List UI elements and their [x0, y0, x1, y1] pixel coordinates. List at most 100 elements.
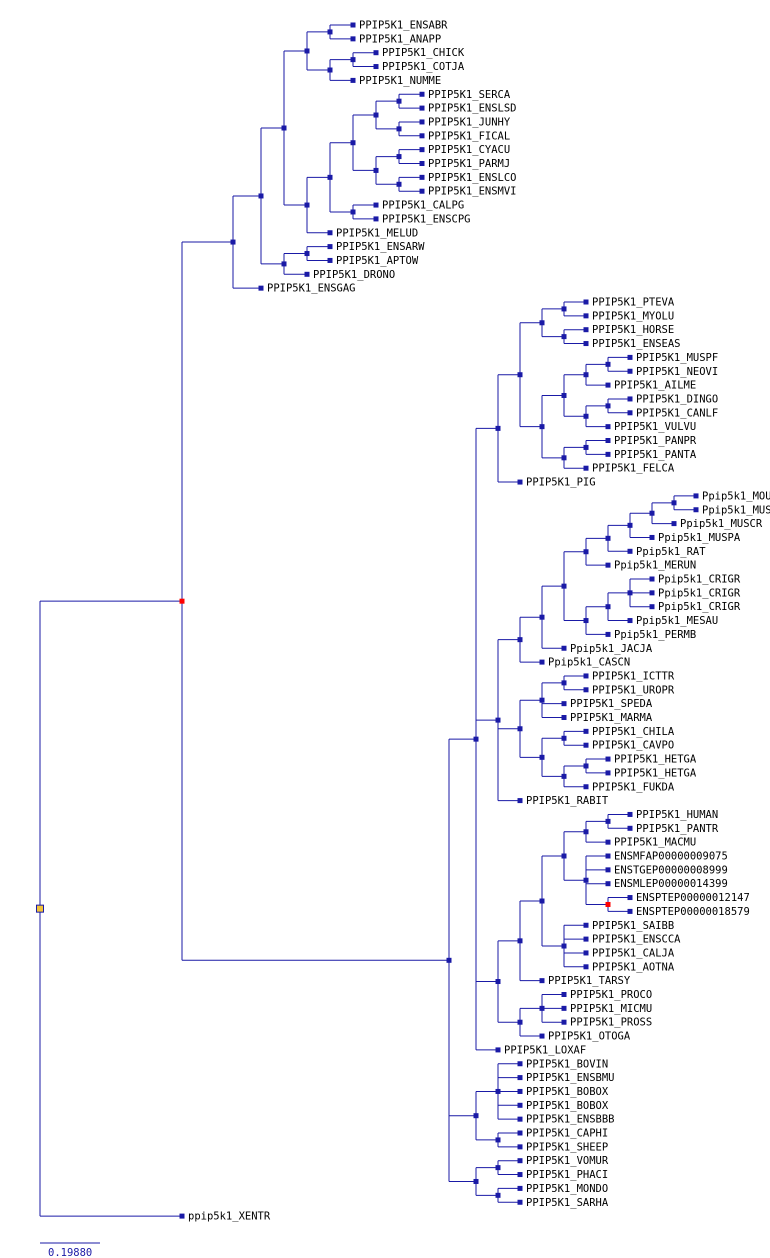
leaf-node[interactable] — [605, 562, 611, 568]
leaf-label[interactable]: ENSPTEP00000012147 — [636, 892, 750, 904]
root-node[interactable] — [36, 904, 44, 913]
leaf-node[interactable] — [517, 1158, 523, 1164]
leaf-node[interactable] — [517, 1102, 523, 1108]
leaf-label[interactable]: PPIP5K1_PANPR — [614, 435, 697, 447]
leaf-label[interactable]: PPIP5K1_MUSPF — [636, 352, 718, 364]
leaf-label[interactable]: Ppip5k1_JACJA — [570, 643, 653, 655]
internal-node[interactable] — [605, 818, 611, 824]
leaf-label[interactable]: ENSMLEP00000014399 — [614, 878, 728, 890]
leaf-node[interactable] — [419, 91, 425, 97]
leaf-label[interactable]: PPIP5K1_CAVPO — [592, 740, 674, 752]
leaf-node[interactable] — [517, 1116, 523, 1122]
leaf-node[interactable] — [627, 368, 633, 374]
leaf-node[interactable] — [605, 867, 611, 873]
leaf-label[interactable]: Ppip5k1_MERUN — [614, 560, 696, 572]
leaf-label[interactable]: PPIP5K1_ENSABR — [359, 20, 448, 32]
leaf-node[interactable] — [605, 451, 611, 457]
leaf-label[interactable]: Ppip5k1_CASCN — [548, 657, 630, 669]
leaf-label[interactable]: PPIP5K1_HETGA — [614, 767, 697, 779]
leaf-label[interactable]: PPIP5K1_PTEVA — [592, 297, 675, 309]
internal-node[interactable] — [561, 943, 567, 949]
leaf-label[interactable]: PPIP5K1_FUKDA — [592, 781, 675, 793]
internal-node[interactable] — [539, 320, 545, 326]
internal-node[interactable] — [495, 425, 501, 431]
leaf-label[interactable]: PPIP5K1_FICAL — [428, 130, 510, 142]
leaf-label[interactable]: PPIP5K1_ENSLSD — [428, 103, 517, 115]
leaf-label[interactable]: Ppip5k1_MUSPA — [658, 532, 741, 544]
leaf-label[interactable]: PPIP5K1_MELUD — [336, 227, 418, 239]
leaf-label[interactable]: PPIP5K1_JUNHY — [428, 116, 511, 128]
leaf-label[interactable]: PPIP5K1_ENSMVI — [428, 186, 517, 198]
leaf-label[interactable]: PPIP5K1_ENSEAS — [592, 338, 681, 350]
internal-node[interactable] — [495, 1165, 501, 1171]
leaf-label[interactable]: PPIP5K1_UROPR — [592, 684, 675, 696]
leaf-node[interactable] — [350, 36, 356, 42]
internal-node[interactable] — [179, 598, 185, 604]
leaf-node[interactable] — [605, 438, 611, 443]
leaf-node[interactable] — [583, 465, 589, 471]
leaf-node[interactable] — [583, 673, 589, 679]
leaf-node[interactable] — [517, 1172, 523, 1178]
leaf-node[interactable] — [627, 908, 633, 914]
leaf-node[interactable] — [517, 479, 523, 485]
leaf-node[interactable] — [671, 521, 677, 527]
leaf-label[interactable]: PPIP5K1_NUMME — [359, 75, 441, 87]
leaf-label[interactable]: PPIP5K1_MONDO — [526, 1183, 608, 1195]
leaf-label[interactable]: ENSTGEP00000008999 — [614, 864, 728, 876]
internal-node[interactable] — [304, 251, 310, 257]
leaf-node[interactable] — [517, 1075, 523, 1081]
leaf-node[interactable] — [373, 64, 379, 70]
leaf-node[interactable] — [583, 964, 589, 970]
leaf-label[interactable]: PPIP5K1_ANAPP — [359, 33, 441, 45]
leaf-label[interactable]: PPIP5K1_ENSGAG — [267, 283, 356, 295]
leaf-node[interactable] — [649, 604, 655, 610]
leaf-node[interactable] — [517, 1185, 523, 1191]
leaf-node[interactable] — [539, 659, 545, 665]
internal-node[interactable] — [327, 67, 333, 73]
leaf-node[interactable] — [605, 881, 611, 887]
leaf-node[interactable] — [419, 174, 425, 180]
leaf-node[interactable] — [561, 715, 567, 720]
leaf-node[interactable] — [649, 534, 655, 540]
internal-node[interactable] — [583, 618, 589, 624]
leaf-node[interactable] — [583, 784, 589, 790]
internal-node[interactable] — [473, 1113, 479, 1119]
internal-node[interactable] — [327, 174, 333, 180]
internal-node[interactable] — [561, 735, 567, 741]
leaf-label[interactable]: PPIP5K1_PARMJ — [428, 158, 510, 170]
leaf-node[interactable] — [605, 839, 611, 845]
internal-node[interactable] — [583, 413, 589, 419]
leaf-label[interactable]: PPIP5K1_ICTTR — [592, 670, 675, 682]
leaf-node[interactable] — [693, 507, 699, 513]
internal-node[interactable] — [561, 392, 567, 398]
internal-node[interactable] — [605, 535, 611, 541]
leaf-label[interactable]: PPIP5K1_ENSCCA — [592, 934, 681, 946]
internal-node[interactable] — [583, 444, 589, 450]
internal-node[interactable] — [473, 1178, 479, 1184]
leaf-label[interactable]: PPIP5K1_SHEEP — [526, 1141, 608, 1153]
leaf-node[interactable] — [419, 147, 425, 153]
leaf-label[interactable]: PPIP5K1_MACMU — [614, 837, 696, 849]
internal-node[interactable] — [561, 334, 567, 340]
leaf-node[interactable] — [561, 701, 567, 707]
internal-node[interactable] — [561, 853, 567, 859]
leaf-label[interactable]: Ppip5k1_CRIGR — [658, 587, 741, 599]
leaf-node[interactable] — [605, 631, 611, 637]
internal-node[interactable] — [583, 549, 589, 555]
leaf-label[interactable]: PPIP5K1_MYOLU — [592, 310, 674, 322]
internal-node[interactable] — [539, 697, 545, 703]
leaf-label[interactable]: PPIP5K1_HUMAN — [636, 809, 718, 821]
internal-node[interactable] — [627, 522, 633, 528]
internal-node[interactable] — [539, 614, 545, 620]
leaf-label[interactable]: PPIP5K1_TARSY — [548, 975, 631, 987]
internal-node[interactable] — [517, 726, 523, 732]
leaf-label[interactable]: PPIP5K1_BOBOX — [526, 1100, 609, 1112]
leaf-label[interactable]: PPIP5K1_PANTA — [614, 449, 697, 461]
internal-node[interactable] — [495, 979, 501, 985]
internal-node[interactable] — [583, 877, 589, 883]
internal-node[interactable] — [304, 48, 310, 54]
leaf-label[interactable]: PPIP5K1_DRONO — [313, 269, 395, 281]
leaf-node[interactable] — [627, 396, 633, 402]
internal-node[interactable] — [561, 773, 567, 779]
leaf-node[interactable] — [517, 1088, 523, 1094]
